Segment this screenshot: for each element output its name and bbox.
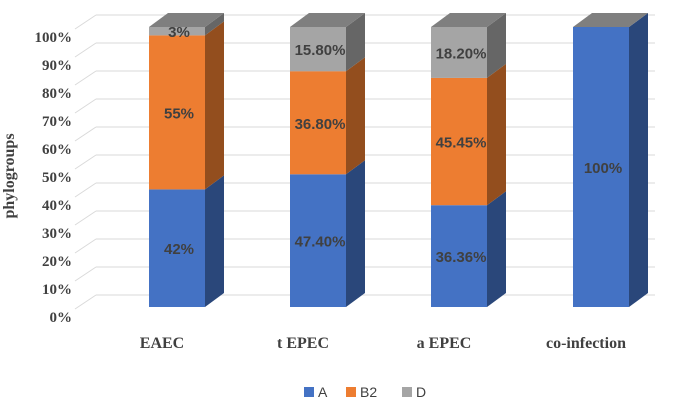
bar-segment-b2 (290, 57, 365, 175)
data-label: 3% (168, 24, 190, 41)
bar-front-face (431, 205, 487, 307)
data-label: 42% (164, 241, 194, 258)
bar-front-face (290, 174, 346, 307)
gridline-diagonal (74, 126, 97, 142)
y-tick-label: 40% (42, 198, 72, 214)
y-axis-title: phylogroups (1, 133, 18, 218)
y-tick-label: 30% (42, 226, 72, 242)
bar-front-face (149, 27, 205, 36)
bar-front-face (149, 189, 205, 307)
bar-side-face (629, 13, 648, 307)
bar-side-face (205, 21, 224, 190)
y-axis-ticks: 0% 10% 20% 30% 40% 50% 60% 70% 80% 90% 100% (35, 30, 73, 326)
bar-side-face (346, 13, 365, 72)
bar-front-face (149, 35, 205, 190)
gridline-diagonal (74, 182, 97, 198)
bar-side-face (205, 13, 224, 36)
gridline-diagonal (74, 294, 97, 310)
bars (149, 12, 648, 307)
bar-front-face (290, 27, 346, 72)
gridline-diagonal (74, 238, 97, 254)
gridline-diagonal (74, 210, 97, 226)
x-category-label: EAEC (140, 335, 184, 352)
legend-label: D (416, 384, 426, 400)
x-category-label: t EPEC (277, 335, 329, 352)
bar-top-face (573, 13, 648, 27)
data-labels: 42% 55% 3% 47.40% 36.80% 15.80% 36.36% 45.45% 18… (164, 24, 622, 266)
y-tick-label: 50% (42, 170, 72, 186)
x-category-label: a EPEC (417, 335, 472, 352)
bar-segment-a (573, 13, 648, 307)
legend-label: B2 (360, 384, 377, 400)
data-label: 15.80% (295, 42, 346, 59)
y-tick-label: 0% (50, 310, 73, 326)
bar-side-face (487, 12, 506, 78)
data-label: 55% (164, 105, 194, 122)
gridline-diagonal (74, 42, 97, 58)
bar-segment-d (431, 12, 506, 78)
bar-side-face (487, 63, 506, 206)
bar-side-face (487, 191, 506, 307)
bar-front-face (573, 27, 629, 307)
legend-swatch-a (304, 387, 314, 397)
data-label: 100% (584, 160, 622, 177)
legend-swatch-d (402, 387, 412, 397)
bar-top-face (290, 13, 365, 27)
bar-segment-a (431, 191, 506, 307)
data-label: 47.40% (295, 234, 346, 251)
bar-side-face (205, 175, 224, 307)
legend-swatch-b2 (346, 387, 356, 397)
y-tick-label: 100% (35, 30, 73, 46)
y-tick-label: 70% (42, 114, 72, 130)
y-tick-label: 60% (42, 142, 72, 158)
bar-top-face (149, 13, 224, 27)
bar-front-face (431, 77, 487, 206)
bar-segment-b2 (431, 63, 506, 206)
gridline-diagonal (74, 154, 97, 170)
bar-side-face (346, 57, 365, 175)
bar-top-face (431, 12, 506, 27)
data-label: 36.36% (436, 249, 487, 266)
gridline-diagonal (74, 14, 97, 30)
x-category-label: co-infection (546, 335, 626, 352)
legend-label: A (318, 384, 328, 400)
bar-segment-a (149, 175, 224, 307)
data-label: 18.20% (436, 45, 487, 62)
legend: A B2 D (304, 384, 426, 400)
y-tick-label: 20% (42, 254, 72, 270)
y-tick-label: 10% (42, 282, 72, 298)
bar-segment-b2 (149, 21, 224, 190)
y-tick-label: 90% (42, 58, 72, 74)
gridline-diagonal (74, 98, 97, 114)
bar-segment-a (290, 160, 365, 307)
x-axis-categories: EAEC t EPEC a EPEC co-infection (140, 335, 626, 352)
bar-segment-d (290, 13, 365, 72)
gridline-diagonal (74, 70, 97, 86)
data-label: 45.45% (436, 135, 487, 152)
bar-segment-d (149, 13, 224, 36)
bar-side-face (346, 160, 365, 307)
bar-front-face (431, 26, 487, 78)
gridline-diagonal (74, 266, 97, 282)
data-label: 36.80% (295, 116, 346, 133)
bar-front-face (290, 71, 346, 175)
y-tick-label: 80% (42, 86, 72, 102)
